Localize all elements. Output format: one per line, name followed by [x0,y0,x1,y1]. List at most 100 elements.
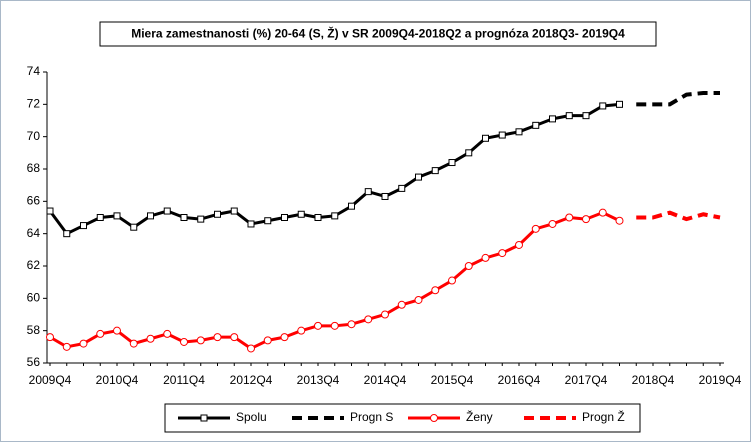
x-tick-label: 2014Q4 [364,373,407,387]
marker [230,333,239,342]
marker [147,212,154,220]
marker [62,342,71,351]
marker [565,213,574,222]
marker [498,249,507,258]
marker [264,217,272,225]
legend-marker [200,414,208,422]
marker [482,134,489,142]
marker [464,262,473,270]
marker [598,208,607,217]
marker [230,207,238,215]
series-line [636,210,721,222]
marker [582,112,590,120]
marker [381,192,389,200]
marker [197,215,205,223]
marker [565,112,573,120]
marker [129,339,138,348]
marker [599,102,607,110]
marker [515,240,523,249]
y-tick-label: 66 [27,194,41,208]
marker [448,159,456,167]
marker [549,115,556,123]
x-tick-label: 2016Q4 [498,373,541,387]
marker [431,286,440,295]
legend-label: Progn S [350,410,393,424]
marker [314,214,322,221]
x-tick-label: 2011Q4 [163,373,205,387]
marker [381,310,389,319]
x-tick-label: 2012Q4 [230,373,273,387]
marker [80,222,87,230]
marker [615,216,624,225]
marker [196,336,205,345]
marker [498,131,506,139]
marker [398,184,406,192]
marker [214,210,221,218]
marker [548,219,557,228]
title-box [99,21,657,47]
marker [46,207,54,215]
marker [331,212,339,220]
x-tick-label: 2009Q4 [29,373,72,387]
x-tick-label: 2010Q4 [96,373,139,387]
marker [364,315,373,324]
marker [531,224,540,233]
chart-title: Miera zamestnanosti (%) 20-64 (S, Ž) v S… [131,26,625,41]
marker [297,326,306,335]
x-tick-label: 2013Q4 [297,373,340,387]
y-tick-label: 62 [27,258,41,272]
marker [263,336,272,345]
y-tick-label: 64 [27,226,41,240]
marker [163,329,172,338]
marker [616,100,623,108]
marker [180,214,188,221]
marker [397,300,406,309]
marker [163,207,171,215]
y-tick-label: 56 [27,355,41,369]
marker [582,215,590,224]
marker [415,173,422,181]
marker [347,320,356,329]
marker [180,337,188,346]
marker [280,333,289,342]
marker [515,128,523,136]
y-tick-label: 70 [27,129,41,143]
series-line [636,91,720,107]
marker [330,321,339,330]
marker [146,334,155,343]
marker [46,333,54,342]
x-tick-label: 2017Q4 [565,373,608,387]
marker [79,339,88,348]
marker [113,326,121,335]
marker [314,321,322,330]
y-tick-label: 68 [27,161,41,175]
legend-label: Progn Ž [582,409,625,424]
y-tick-label: 58 [27,323,41,337]
legend-label: Spolu [236,410,267,424]
marker [414,295,423,304]
y-tick-label: 60 [27,291,41,305]
marker [130,223,138,231]
marker [96,214,104,221]
legend-label: Ženy [466,409,493,424]
marker [213,333,222,342]
marker [431,167,439,175]
x-tick-label: 2015Q4 [431,373,474,387]
y-tick-label: 72 [27,97,41,111]
marker [63,230,71,238]
y-tick-label: 74 [27,64,41,78]
marker [113,212,121,220]
x-tick-label: 2019Q4 [699,373,742,387]
marker [532,121,540,129]
x-tick-label: 2018Q4 [632,373,675,387]
marker [247,220,255,228]
marker [481,253,490,262]
marker [465,149,473,157]
marker [448,276,456,285]
marker [348,202,355,210]
marker [247,344,255,353]
legend-marker [430,414,438,422]
marker [281,214,288,221]
